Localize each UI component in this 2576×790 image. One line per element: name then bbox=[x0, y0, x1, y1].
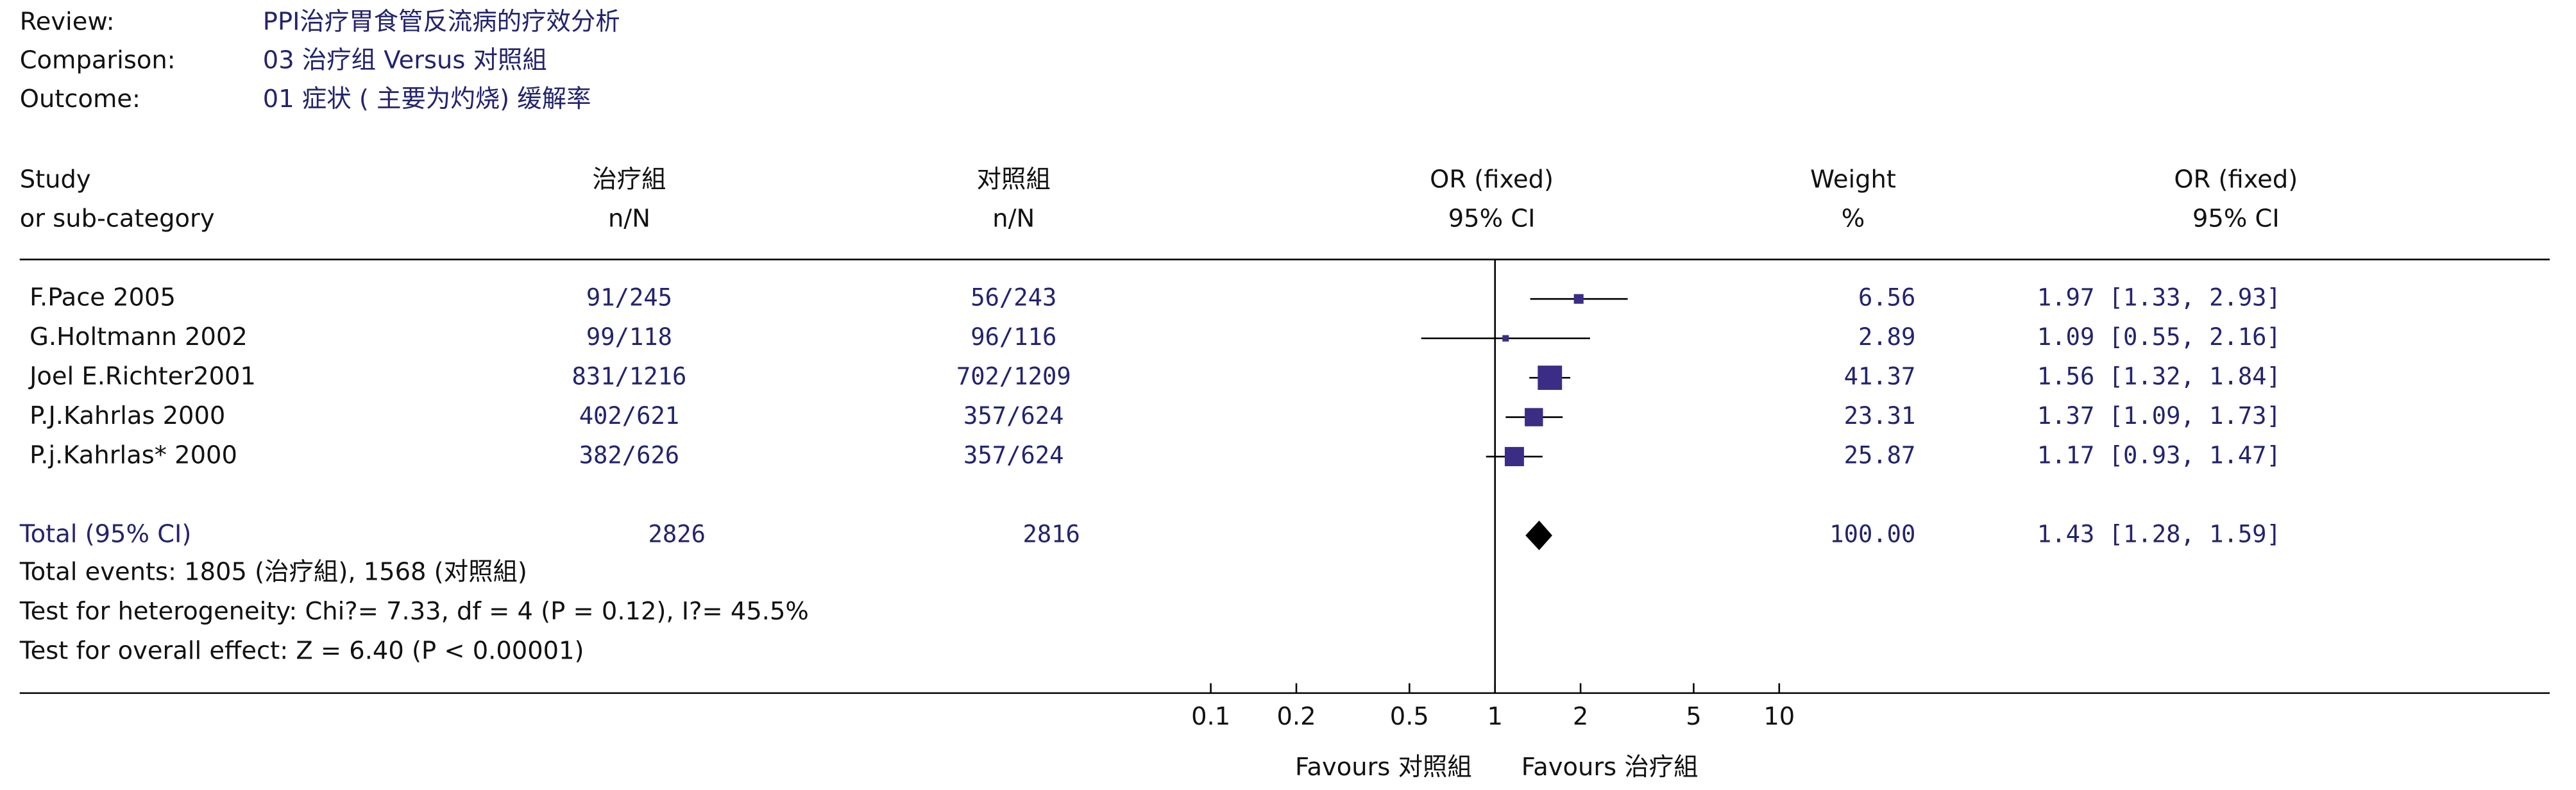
x-tick-label: 0.5 bbox=[1390, 702, 1429, 731]
note: Total events: 1805 (治疗組), 1568 (对照組) bbox=[19, 557, 527, 586]
x-tick-label: 5 bbox=[1686, 702, 1701, 731]
or-ci: 1.37 [1.09, 1.73] bbox=[2037, 402, 2281, 430]
total-name: Total (95% CI) bbox=[19, 519, 192, 548]
favours-left: Favours 对照組 bbox=[1295, 753, 1472, 782]
or-ci: 1.56 [1.32, 1.84] bbox=[2037, 363, 2281, 391]
weight: 25.87 bbox=[1844, 442, 1916, 469]
meta-text: 01 症状 ( 主要为灼烧) 缓解率 bbox=[263, 85, 591, 113]
column-header: 治疗組 bbox=[592, 165, 666, 194]
control-events: 357/624 bbox=[963, 442, 1063, 469]
weight: 2.89 bbox=[1858, 323, 1915, 351]
total-treatment: 2826 bbox=[648, 520, 706, 548]
x-tick-label: 10 bbox=[1763, 702, 1795, 731]
column-header: Study bbox=[20, 165, 91, 194]
control-events: 357/624 bbox=[963, 402, 1063, 430]
favours-right: Favours 治疗組 bbox=[1521, 753, 1699, 782]
or-ci: 1.17 [0.93, 1.47] bbox=[2037, 442, 2281, 469]
meta-label: Review: bbox=[20, 7, 115, 36]
or-square bbox=[1525, 408, 1543, 426]
weight: 41.37 bbox=[1844, 363, 1916, 391]
column-header: 95% CI bbox=[2192, 205, 2280, 233]
study-name: Joel E.Richter2001 bbox=[28, 362, 256, 391]
x-tick-label: 2 bbox=[1573, 702, 1588, 731]
column-header: or sub-category bbox=[20, 205, 215, 233]
or-ci: 1.97 [1.33, 2.93] bbox=[2037, 284, 2281, 312]
total-weight: 100.00 bbox=[1829, 520, 1915, 548]
meta-text: 03 治疗组 Versus 对照組 bbox=[263, 46, 547, 75]
x-tick-label: 0.1 bbox=[1191, 702, 1230, 731]
column-header: n/N bbox=[992, 205, 1035, 233]
note: Test for overall effect: Z = 6.40 (P < 0… bbox=[19, 636, 584, 665]
or-ci: 1.09 [0.55, 2.16] bbox=[2037, 323, 2281, 351]
or-square bbox=[1502, 335, 1509, 342]
column-header: OR (fixed) bbox=[2174, 165, 2298, 194]
total-diamond bbox=[1525, 520, 1552, 551]
note: Test for heterogeneity: Chi?= 7.33, df =… bbox=[19, 597, 809, 626]
column-header: n/N bbox=[608, 205, 650, 233]
control-events: 96/116 bbox=[970, 323, 1056, 351]
total-or-ci: 1.43 [1.28, 1.59] bbox=[2037, 520, 2281, 548]
weight: 23.31 bbox=[1844, 402, 1916, 430]
control-events: 702/1209 bbox=[956, 363, 1071, 391]
total-control: 2816 bbox=[1022, 520, 1080, 548]
study-name: F.Pace 2005 bbox=[30, 283, 176, 312]
control-events: 56/243 bbox=[970, 284, 1056, 312]
study-name: P.J.Kahrlas 2000 bbox=[30, 401, 225, 430]
column-header: % bbox=[1842, 205, 1865, 233]
column-header: 对照組 bbox=[977, 165, 1051, 194]
study-name: G.Holtmann 2002 bbox=[30, 323, 248, 351]
or-square bbox=[1573, 294, 1584, 304]
column-header: OR (fixed) bbox=[1430, 165, 1554, 194]
or-square bbox=[1538, 366, 1563, 391]
x-tick-label: 1 bbox=[1487, 702, 1502, 731]
meta-label: Comparison: bbox=[20, 46, 176, 75]
weight: 6.56 bbox=[1858, 284, 1915, 312]
column-header: 95% CI bbox=[1448, 205, 1536, 233]
or-square bbox=[1504, 447, 1524, 467]
treatment-events: 99/118 bbox=[586, 323, 672, 351]
treatment-events: 402/621 bbox=[579, 402, 679, 430]
treatment-events: 831/1216 bbox=[572, 363, 687, 391]
meta-text: PPI治疗胃食管反流病的疗效分析 bbox=[263, 7, 620, 36]
study-name: P.j.Kahrlas* 2000 bbox=[30, 441, 237, 470]
meta-label: Outcome: bbox=[20, 85, 140, 113]
treatment-events: 382/626 bbox=[579, 442, 679, 469]
column-header: Weight bbox=[1810, 165, 1896, 194]
x-tick-label: 0.2 bbox=[1276, 702, 1316, 731]
treatment-events: 91/245 bbox=[586, 284, 672, 312]
